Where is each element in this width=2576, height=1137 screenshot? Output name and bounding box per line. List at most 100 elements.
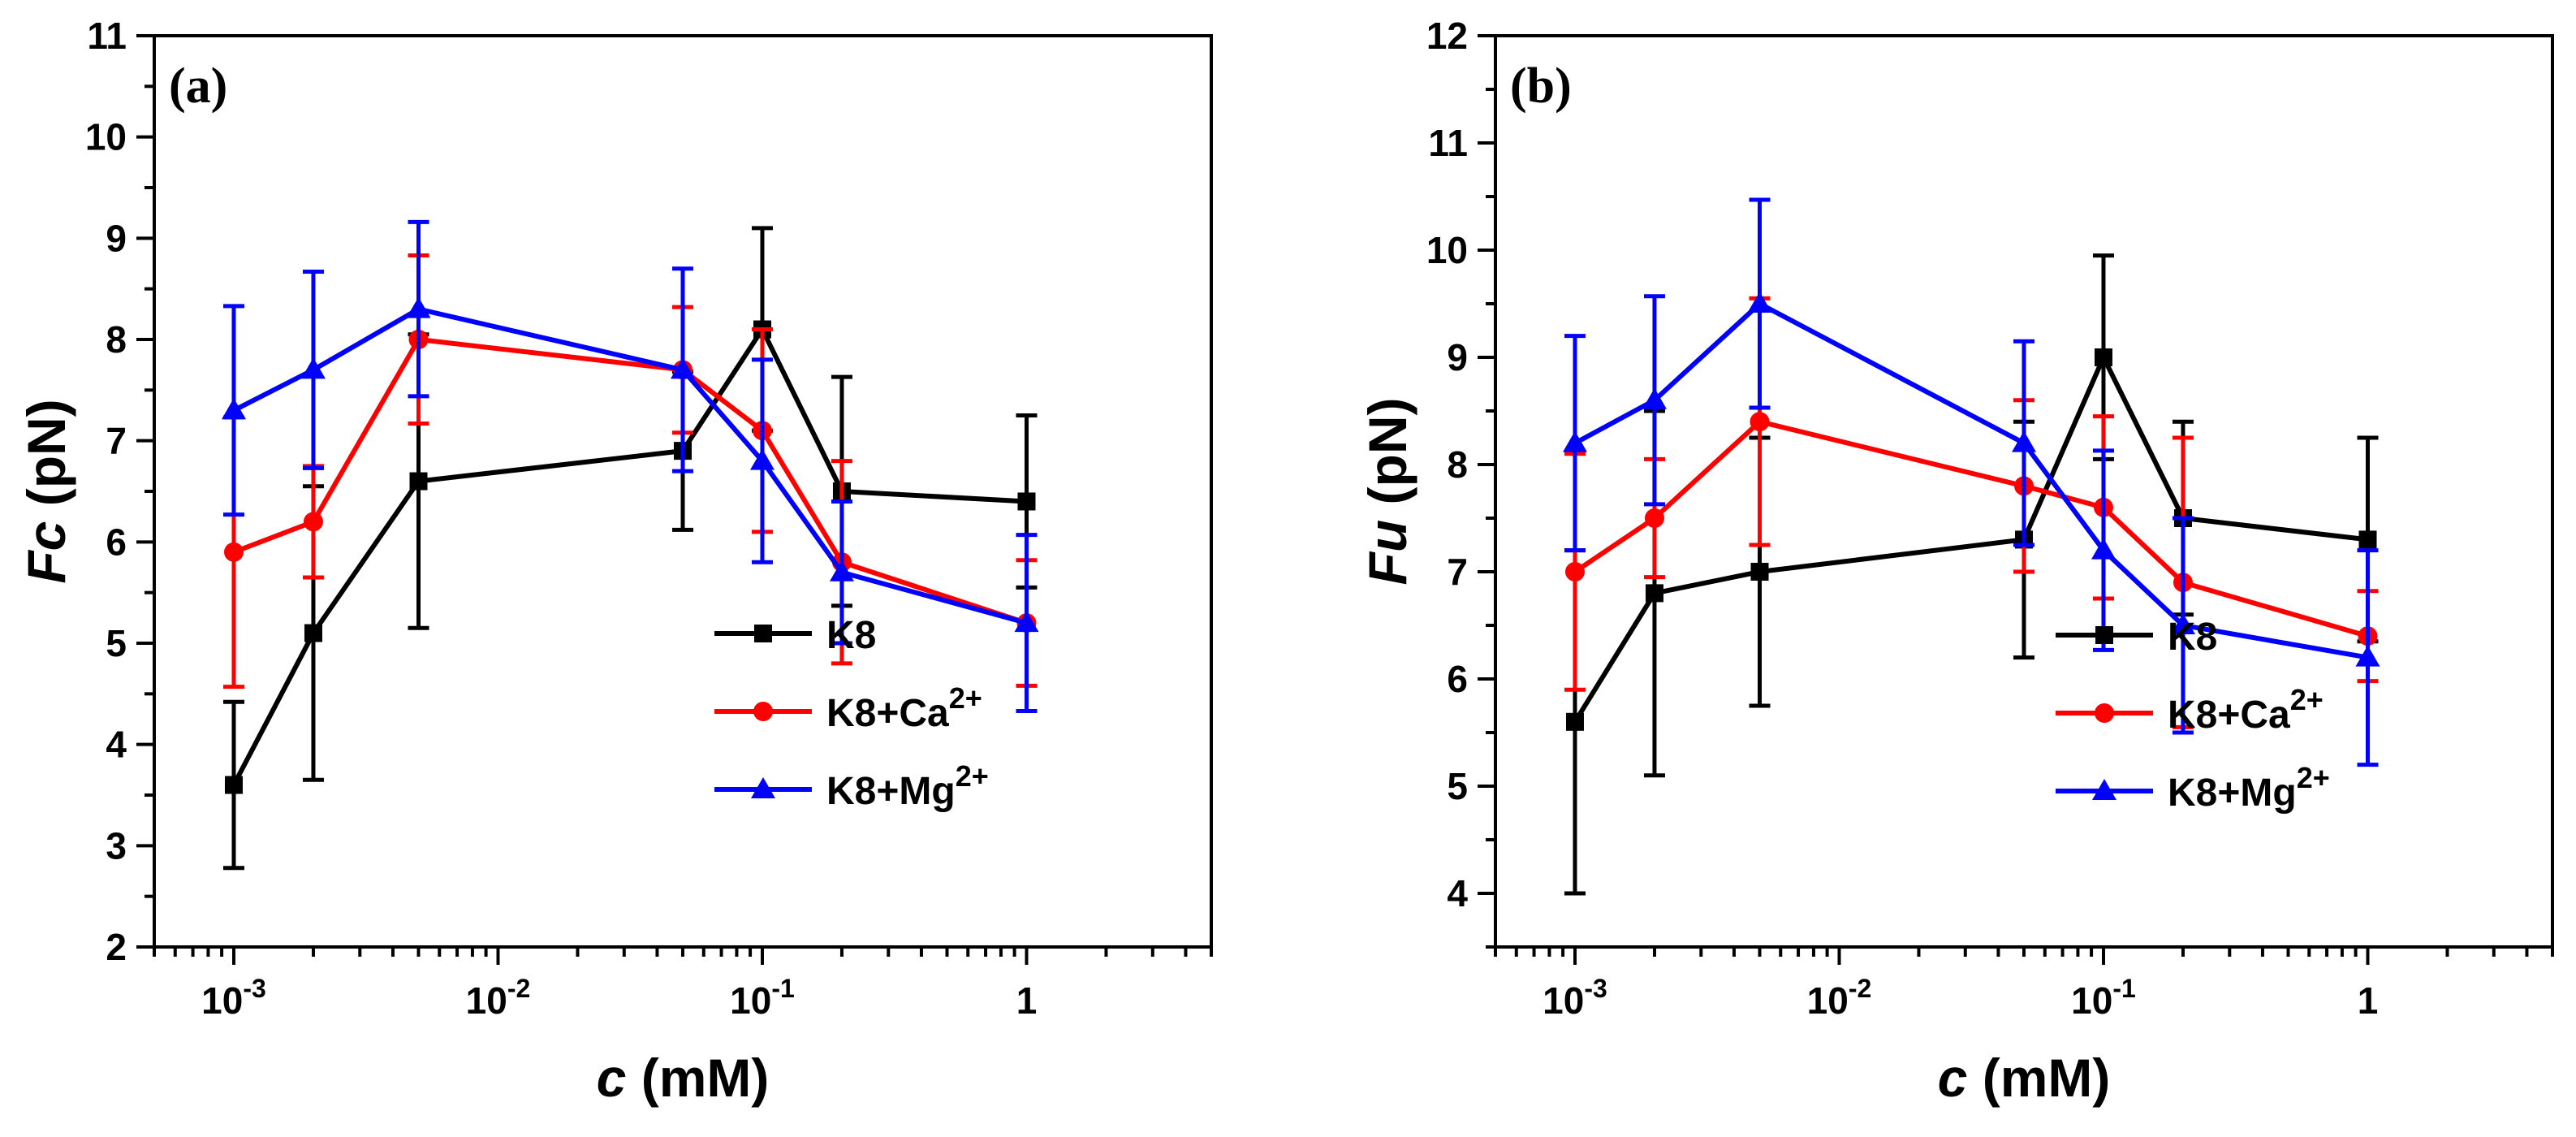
x-tick-label-exponent: -3 bbox=[243, 974, 265, 1003]
legend-label-ion: K8+Ca bbox=[2168, 694, 2290, 737]
data-point-circle bbox=[1644, 508, 1664, 528]
y-tick-label: 4 bbox=[1447, 872, 1468, 914]
x-tick-label-exponent: -2 bbox=[1849, 974, 1871, 1003]
legend-label: K8+Ca2+ bbox=[2168, 683, 2324, 737]
data-point-circle bbox=[303, 512, 323, 532]
x-axis-title: c (mM) bbox=[1938, 1048, 2111, 1108]
x-tick-label-base: 1 bbox=[2358, 979, 2379, 1022]
legend-marker-triangle bbox=[2092, 779, 2116, 800]
data-point-triangle bbox=[1747, 292, 1772, 313]
legend-label-ion: K8+Mg bbox=[2168, 772, 2297, 815]
data-point-square bbox=[2358, 530, 2377, 549]
data-point-triangle bbox=[406, 296, 431, 318]
legend-label: K8 bbox=[826, 614, 876, 657]
data-point-circle bbox=[1750, 412, 1770, 432]
y-tick-label: 12 bbox=[1426, 15, 1468, 57]
data-point-square bbox=[1017, 492, 1036, 511]
y-tick-label: 5 bbox=[106, 622, 127, 664]
series-line bbox=[1573, 418, 2369, 639]
y-tick-label: 9 bbox=[106, 217, 127, 259]
data-point-triangle bbox=[749, 448, 775, 470]
x-tick-label: 10-2 bbox=[1807, 974, 1872, 1022]
data-point-square bbox=[409, 472, 428, 491]
legend-label-charge: 2+ bbox=[956, 759, 989, 793]
y-tick-label: 8 bbox=[1447, 443, 1468, 486]
legend-label-text: K8 bbox=[2168, 616, 2217, 659]
legend-label-text: K8 bbox=[826, 614, 876, 657]
legend-label: K8+Mg2+ bbox=[2168, 761, 2330, 815]
y-tick-label: 10 bbox=[1426, 229, 1468, 271]
y-axis-title: Fu (pN) bbox=[1357, 398, 1417, 586]
series-k8-ca bbox=[1564, 296, 2379, 729]
x-tick-label-base: 10 bbox=[2071, 979, 2112, 1022]
legend-label-charge: 2+ bbox=[949, 681, 982, 715]
legend-entry: K8+Ca2+ bbox=[2056, 683, 2324, 737]
x-tick-label: 10-3 bbox=[1543, 974, 1607, 1022]
x-tick-label: 10-1 bbox=[730, 974, 795, 1022]
y-axis-variable: Fc bbox=[16, 521, 76, 584]
y-tick-label: 7 bbox=[1447, 551, 1468, 593]
x-tick-label-exponent: -2 bbox=[507, 974, 530, 1003]
legend-marker-square bbox=[2095, 626, 2113, 644]
data-point-triangle bbox=[1642, 387, 1667, 409]
series-k8-mg bbox=[221, 219, 1039, 714]
legend-label-charge: 2+ bbox=[2290, 683, 2324, 716]
legend-entry: K8 bbox=[2056, 616, 2217, 659]
x-tick-label-exponent: -3 bbox=[1584, 974, 1607, 1003]
data-point-triangle bbox=[1562, 430, 1587, 452]
legend-label-ion: K8+Ca bbox=[826, 692, 949, 735]
x-tick-label-base: 1 bbox=[1016, 979, 1038, 1022]
legend-label-charge: 2+ bbox=[2297, 761, 2330, 794]
y-tick-label: 6 bbox=[1447, 658, 1468, 700]
legend-label: K8+Ca2+ bbox=[826, 681, 982, 735]
data-point-triangle bbox=[829, 560, 854, 581]
legend-entry: K8+Ca2+ bbox=[714, 681, 982, 735]
data-point-triangle bbox=[2012, 430, 2036, 452]
legend-marker-circle bbox=[753, 702, 773, 721]
data-point-circle bbox=[223, 542, 244, 562]
data-point-triangle bbox=[671, 357, 695, 379]
data-point-circle bbox=[1564, 562, 1585, 581]
data-point-triangle bbox=[2091, 538, 2116, 560]
x-tick-label-base: 10 bbox=[466, 979, 507, 1022]
y-tick-label: 4 bbox=[106, 724, 127, 766]
data-point-square bbox=[1750, 563, 1769, 581]
x-tick-label: 1 bbox=[2358, 979, 2379, 1022]
data-point-square bbox=[224, 776, 243, 794]
y-tick-label: 2 bbox=[106, 926, 127, 968]
legend-marker-square bbox=[754, 625, 772, 642]
x-axis-title: c (mM) bbox=[597, 1048, 770, 1108]
series-k8-ca bbox=[222, 253, 1038, 690]
x-tick-label-exponent: -1 bbox=[2112, 974, 2135, 1003]
y-tick-label: 7 bbox=[106, 420, 127, 462]
y-tick-label: 11 bbox=[87, 15, 127, 57]
x-tick-label-base: 10 bbox=[1543, 979, 1584, 1022]
y-axis-unit: (pN) bbox=[1357, 398, 1417, 520]
data-point-square bbox=[1645, 584, 1663, 603]
legend-marker-circle bbox=[2095, 703, 2114, 723]
legend-label-ion: K8+Mg bbox=[826, 770, 956, 813]
x-axis-unit: (mM) bbox=[626, 1048, 769, 1108]
y-tick-label: 9 bbox=[1447, 336, 1468, 378]
y-tick-label: 11 bbox=[1428, 122, 1468, 164]
y-tick-label: 8 bbox=[106, 318, 127, 361]
x-tick-label: 1 bbox=[1016, 979, 1038, 1022]
x-tick-label: 10-3 bbox=[201, 974, 266, 1022]
x-axis-variable: c bbox=[1938, 1048, 1968, 1108]
panel-label: (b) bbox=[1510, 58, 1572, 114]
y-tick-label: 3 bbox=[106, 824, 127, 867]
x-axis-unit: (mM) bbox=[1967, 1048, 2110, 1108]
data-point-triangle bbox=[1014, 611, 1039, 633]
data-point-triangle bbox=[2170, 613, 2195, 634]
legend-entry: K8+Mg2+ bbox=[714, 759, 989, 813]
series-k8-mg bbox=[1562, 197, 2380, 767]
legend-label: K8+Mg2+ bbox=[826, 759, 989, 813]
x-tick-label-base: 10 bbox=[1807, 979, 1849, 1022]
legend-label: K8 bbox=[2168, 616, 2217, 659]
x-axis-variable: c bbox=[597, 1048, 627, 1108]
x-tick-label-base: 10 bbox=[730, 979, 771, 1022]
data-point-square bbox=[304, 624, 322, 642]
y-tick-label: 6 bbox=[106, 521, 127, 563]
data-point-square bbox=[1565, 712, 1584, 731]
